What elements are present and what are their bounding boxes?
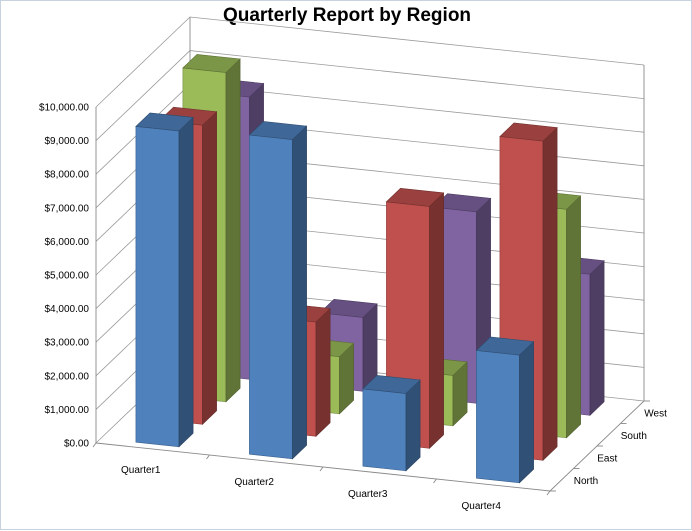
y-tick-label: $8,000.00 (45, 170, 90, 181)
x-tick-label: Quarter4 (462, 501, 502, 512)
y-tick-label: $10,000.00 (39, 103, 89, 114)
y-tick-label: $9,000.00 (45, 136, 90, 147)
y-tick-label: $7,000.00 (45, 203, 90, 214)
x-tick-mark (546, 490, 551, 496)
z-tick-label: West (644, 408, 667, 419)
x-tick-mark (206, 454, 210, 460)
y-tick-label: $0.00 (64, 439, 89, 450)
x-tick-label: Quarter1 (121, 465, 161, 476)
y-tick-label: $3,000.00 (45, 338, 90, 349)
z-tick-label: East (597, 453, 617, 464)
z-tick-label: North (574, 476, 598, 487)
x-tick-mark (92, 442, 97, 448)
y-tick-label: $1,000.00 (45, 405, 90, 416)
y-tick-label: $2,000.00 (45, 371, 90, 382)
chart-title: Quarterly Report by Region (222, 5, 472, 26)
y-tick-label: $5,000.00 (45, 271, 90, 282)
chart-labels: $0.00 $1,000.00 $2,000.00 $3,000.00 $4,000.0… (39, 103, 667, 513)
z-tick-label: South (621, 431, 647, 442)
bar-north-quarter4 (475, 336, 535, 484)
x-tick-label: Quarter2 (235, 477, 275, 488)
y-tick-label: $4,000.00 (45, 304, 90, 315)
bar-north-quarter2 (248, 121, 308, 460)
x-tick-mark (433, 478, 437, 484)
y-tick-label: $6,000.00 (45, 237, 90, 248)
bar-north-quarter3 (362, 375, 421, 472)
bar-north-quarter1 (135, 112, 194, 448)
chart-bars (135, 54, 605, 484)
x-tick-mark (319, 466, 324, 472)
x-tick-label: Quarter3 (348, 489, 388, 500)
